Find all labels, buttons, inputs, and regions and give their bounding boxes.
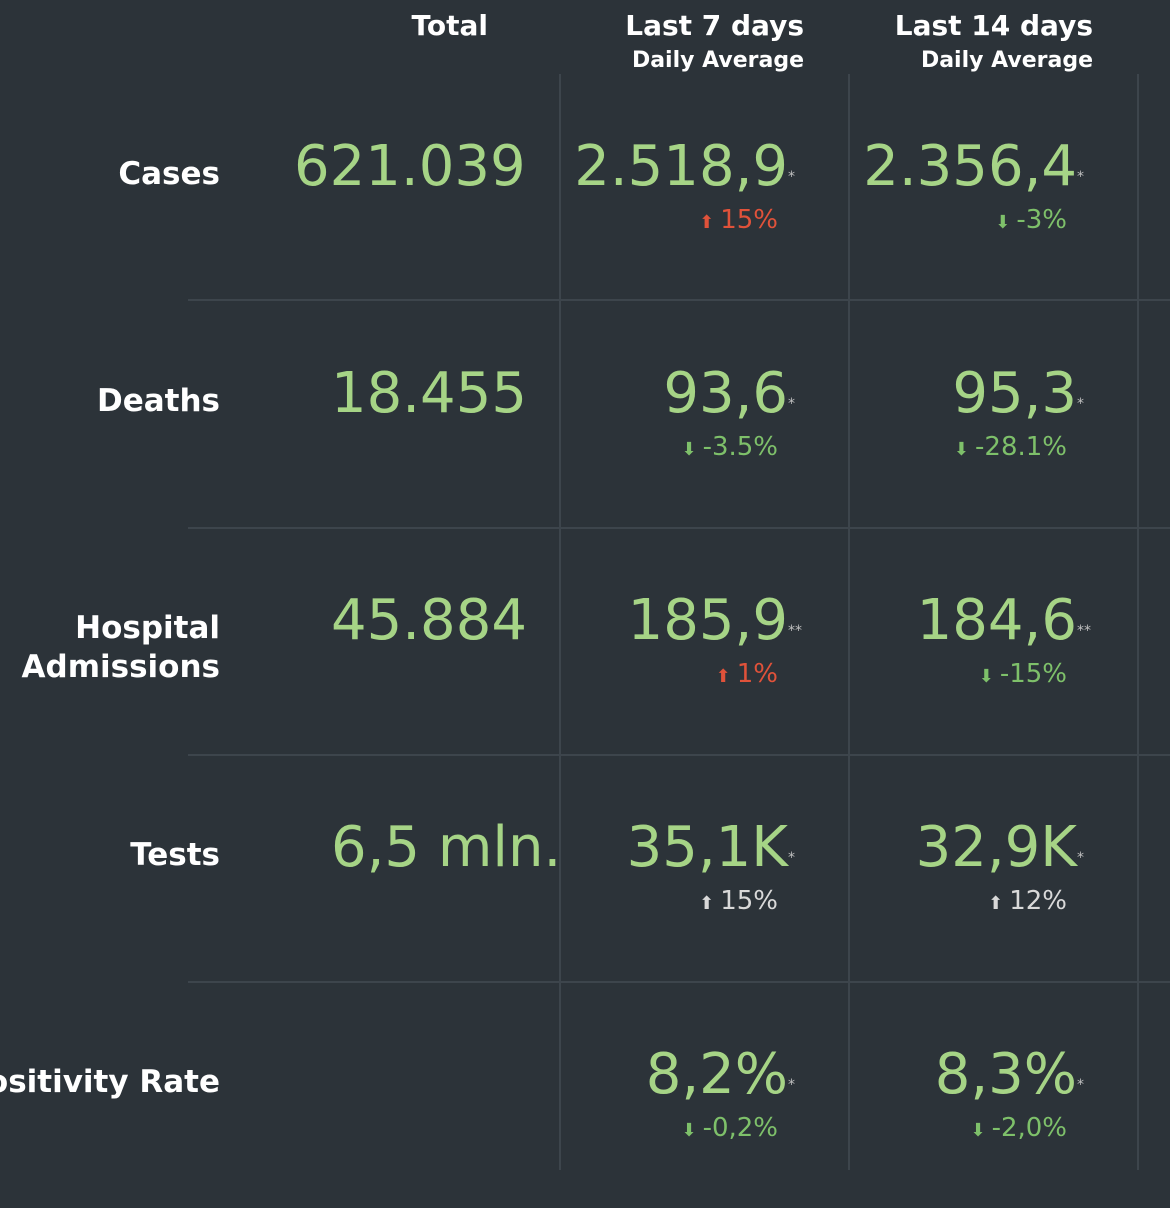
total-cases-value: 621.039 <box>294 134 526 199</box>
last7-tests-value: 35,1K <box>626 815 788 880</box>
arrow-up-icon: ⬆ <box>699 212 715 233</box>
footnote-mark: ** <box>1077 623 1091 639</box>
row-label-line: Hospital <box>75 610 220 646</box>
footnote-mark: * <box>788 1077 795 1093</box>
row-label-tests: Tests <box>130 837 220 873</box>
footnote-mark: * <box>788 396 795 412</box>
total-deaths-value: 18.455 <box>331 361 527 426</box>
last7-deaths-change: -3.5% <box>702 432 778 462</box>
last14-cases-change: -3% <box>1016 205 1067 235</box>
last7-admissions-change: 1% <box>736 659 778 689</box>
arrow-up-icon: ⬆ <box>699 893 715 914</box>
last7-cases-value: 2.518,9 <box>574 134 788 199</box>
header-last14-sub: Daily Average <box>920 48 1093 73</box>
last7-cases-change: 15% <box>720 205 778 235</box>
arrow-down-icon: ⬇ <box>681 439 697 460</box>
table-row: Positivity Rate 8,2%* ⬇-0,2% 8,3%* ⬇-2,0… <box>0 981 1170 1208</box>
last7-positivity-value: 8,2% <box>645 1042 788 1107</box>
table-row: Cases 621.039 2.518,9* ⬆ 15% 2.356,4* ⬇ -3… <box>0 73 1170 300</box>
last14-admissions-value: 184,6 <box>916 588 1077 653</box>
arrow-down-icon: ⬇ <box>681 1120 697 1141</box>
footnote-mark: * <box>1077 850 1084 866</box>
footnote-mark: * <box>1077 396 1084 412</box>
last7-deaths: 93,6* ⬇ -3.5% <box>562 362 802 465</box>
last7-positivity: 8,2%* ⬇ -0,2% <box>562 1043 802 1146</box>
last14-tests: 32,9K* ⬆ 12% <box>851 816 1091 919</box>
footnote-mark: * <box>788 169 795 185</box>
arrow-down-icon: ⬇ <box>978 666 994 687</box>
last14-deaths-change: -28.1% <box>975 432 1067 462</box>
last14-admissions: 184,6** ⬇ -15% <box>851 589 1091 692</box>
last14-cases: 2.356,4* ⬇ -3% <box>851 135 1091 238</box>
row-divider <box>188 754 1170 756</box>
column-divider <box>848 74 850 1170</box>
row-label-deaths: Deaths <box>96 383 220 419</box>
last7-tests-change: 15% <box>720 886 778 916</box>
table-row: Tests 6,5 mln. 35,1K* ⬆ 15% 32,9K* ⬆ 12% <box>0 754 1170 981</box>
header-total: Total <box>380 9 489 42</box>
last14-positivity-value: 8,3% <box>934 1042 1077 1107</box>
row-label-positivity-rate: Positivity Rate <box>0 1064 220 1100</box>
arrow-down-icon: ⬇ <box>995 212 1011 233</box>
last7-tests: 35,1K* ⬆ 15% <box>562 816 802 919</box>
header-last14: Last 14 days Daily Average <box>880 10 1093 76</box>
last7-admissions-value: 185,9 <box>627 588 788 653</box>
last14-deaths: 95,3* ⬇ -28.1% <box>851 362 1091 465</box>
last7-deaths-value: 93,6 <box>663 361 788 426</box>
last14-admissions-change: -15% <box>999 659 1067 689</box>
row-divider <box>188 299 1170 301</box>
last14-positivity-change: -2,0% <box>991 1113 1067 1143</box>
arrow-down-icon: ⬇ <box>953 439 970 460</box>
row-divider <box>188 527 1170 529</box>
last7-positivity-change: -0,2% <box>702 1113 778 1143</box>
column-divider <box>559 74 561 1170</box>
footnote-mark: * <box>788 850 795 866</box>
total-tests-value: 6,5 mln. <box>331 815 562 880</box>
column-divider <box>1137 74 1139 1170</box>
arrow-up-icon: ⬆ <box>988 893 1004 914</box>
last7-admissions: 185,9** ⬆ 1% <box>562 589 802 692</box>
footnote-mark: * <box>1077 1077 1084 1093</box>
header-last14-label: Last 14 days <box>894 9 1093 42</box>
header-last7: Last 7 days Daily Average <box>600 10 804 76</box>
total-admissions-value: 45.884 <box>331 588 527 653</box>
footnote-mark: * <box>1077 169 1084 185</box>
row-label-hospital-admissions: Hospital Admissions <box>22 609 220 687</box>
arrow-down-icon: ⬇ <box>970 1120 986 1141</box>
last14-tests-value: 32,9K <box>915 815 1077 880</box>
last7-cases: 2.518,9* ⬆ 15% <box>562 135 802 238</box>
footnote-mark: ** <box>788 623 802 639</box>
last14-cases-value: 2.356,4 <box>863 134 1077 199</box>
header-last7-sub: Daily Average <box>631 48 804 73</box>
table-row: Hospital Admissions 45.884 185,9** ⬆ 1% 1… <box>0 527 1170 754</box>
row-divider <box>188 981 1170 983</box>
header-total-label: Total <box>411 9 489 42</box>
last14-deaths-value: 95,3 <box>952 361 1077 426</box>
header-last7-label: Last 7 days <box>625 9 804 42</box>
row-label-cases: Cases <box>118 156 220 192</box>
last14-positivity: 8,3%* ⬇ -2,0% <box>851 1043 1091 1146</box>
arrow-up-icon: ⬆ <box>715 666 731 687</box>
last14-tests-change: 12% <box>1009 886 1067 916</box>
table-row: Deaths 18.455 93,6* ⬇ -3.5% 95,3* ⬇ -28.1% <box>0 300 1170 527</box>
row-label-line: Admissions <box>21 649 220 685</box>
